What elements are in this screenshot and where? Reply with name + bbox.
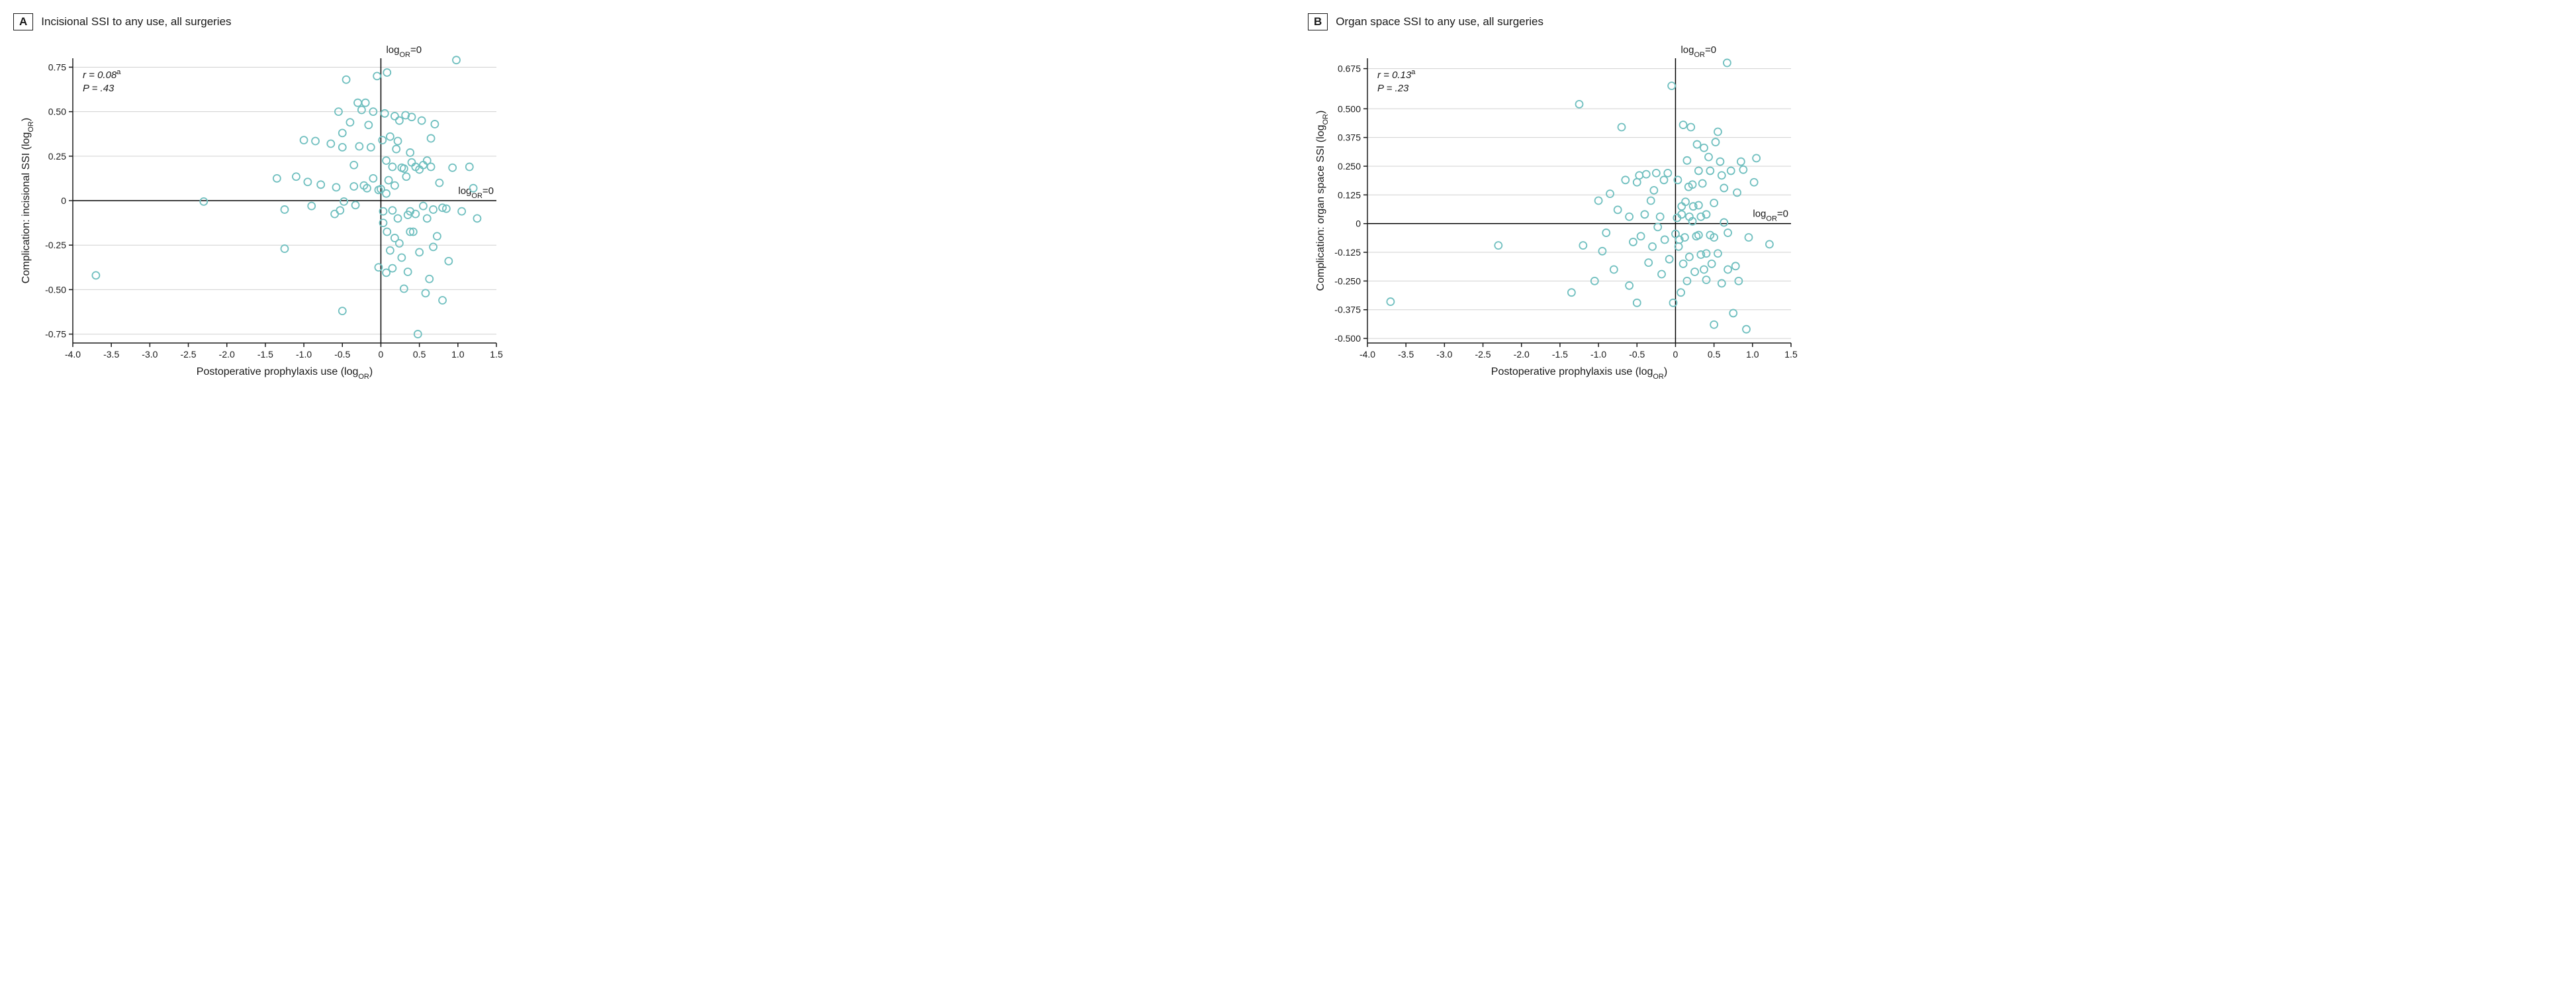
svg-text:1.5: 1.5 <box>1784 349 1798 360</box>
svg-text:-0.5: -0.5 <box>1629 349 1645 360</box>
svg-text:logOR=0: logOR=0 <box>458 185 494 200</box>
svg-text:logOR=0: logOR=0 <box>386 44 422 59</box>
svg-text:r = 0.13a: r = 0.13a <box>1377 68 1416 81</box>
svg-text:0.75: 0.75 <box>48 62 66 72</box>
svg-text:-0.250: -0.250 <box>1334 275 1361 286</box>
svg-text:Postoperative prophylaxis use: Postoperative prophylaxis use (logOR) <box>197 366 373 381</box>
svg-text:-3.5: -3.5 <box>1398 349 1414 360</box>
svg-text:0.125: 0.125 <box>1338 189 1361 200</box>
chart-b-container: -4.0 -3.5 -3.0 -2.5 -2.0 -1.5 -1.0 -0.5 0 0.5 1.0 1… <box>1308 38 2563 396</box>
svg-text:0: 0 <box>1673 349 1679 360</box>
svg-text:-1.0: -1.0 <box>296 349 312 360</box>
svg-text:P = .43: P = .43 <box>83 83 115 94</box>
svg-text:0: 0 <box>61 195 66 206</box>
figure-wrap: A Incisional SSI to any use, all surgeri… <box>13 13 2563 396</box>
panel-b-letter: B <box>1308 13 1328 30</box>
svg-text:-0.125: -0.125 <box>1334 247 1361 258</box>
svg-text:-1.5: -1.5 <box>1552 349 1568 360</box>
svg-text:P = .23: P = .23 <box>1377 83 1409 94</box>
svg-text:Complication: incisional SSI (: Complication: incisional SSI (logOR) <box>21 118 35 283</box>
svg-text:-0.50: -0.50 <box>45 284 66 295</box>
panel-b-header: B Organ space SSI to any use, all surger… <box>1308 13 2563 30</box>
svg-text:1.0: 1.0 <box>1746 349 1759 360</box>
svg-text:0: 0 <box>379 349 384 360</box>
svg-text:0.5: 0.5 <box>1708 349 1721 360</box>
svg-text:-0.375: -0.375 <box>1334 305 1361 315</box>
panel-a-header: A Incisional SSI to any use, all surgeri… <box>13 13 1268 30</box>
svg-text:-4.0: -4.0 <box>65 349 81 360</box>
svg-text:-2.0: -2.0 <box>1514 349 1530 360</box>
panel-a: A Incisional SSI to any use, all surgeri… <box>13 13 1268 396</box>
chart-a-svg: -4.0-3.5-3.0-2.5-2.0-1.5-1.0-0.500.51.01… <box>13 38 516 396</box>
panel-b-title: Organ space SSI to any use, all surgerie… <box>1336 15 1543 28</box>
svg-text:1.0: 1.0 <box>451 349 465 360</box>
svg-text:-2.5: -2.5 <box>180 349 196 360</box>
svg-text:1.5: 1.5 <box>490 349 503 360</box>
svg-text:0.5: 0.5 <box>413 349 426 360</box>
svg-text:0.25: 0.25 <box>48 151 66 162</box>
svg-text:-2.0: -2.0 <box>219 349 235 360</box>
panel-b: B Organ space SSI to any use, all surger… <box>1308 13 2563 396</box>
svg-text:0.375: 0.375 <box>1338 132 1361 143</box>
svg-text:0: 0 <box>1356 219 1361 229</box>
svg-text:Postoperative prophylaxis use: Postoperative prophylaxis use (logOR) <box>1491 366 1667 381</box>
chart-a-container: -4.0-3.5-3.0-2.5-2.0-1.5-1.0-0.500.51.01… <box>13 38 1268 396</box>
panel-a-letter: A <box>13 13 33 30</box>
svg-text:-1.0: -1.0 <box>1590 349 1606 360</box>
svg-text:-2.5: -2.5 <box>1475 349 1491 360</box>
svg-text:0.675: 0.675 <box>1338 64 1361 74</box>
svg-text:0.500: 0.500 <box>1338 103 1361 114</box>
svg-text:r = 0.08a: r = 0.08a <box>83 68 121 81</box>
svg-text:-0.5: -0.5 <box>334 349 350 360</box>
svg-text:-4.0: -4.0 <box>1359 349 1375 360</box>
svg-text:-3.5: -3.5 <box>103 349 119 360</box>
svg-text:-3.0: -3.0 <box>1436 349 1452 360</box>
svg-text:0.250: 0.250 <box>1338 161 1361 172</box>
panel-a-title: Incisional SSI to any use, all surgeries <box>41 15 231 28</box>
chart-b-svg: -4.0 -3.5 -3.0 -2.5 -2.0 -1.5 -1.0 -0.5 0 0.5 1.0 1… <box>1308 38 1811 396</box>
svg-text:-0.500: -0.500 <box>1334 333 1361 344</box>
svg-text:-0.75: -0.75 <box>45 329 66 340</box>
svg-text:logOR=0: logOR=0 <box>1680 44 1716 59</box>
svg-text:-3.0: -3.0 <box>142 349 158 360</box>
svg-text:-0.25: -0.25 <box>45 240 66 250</box>
svg-text:-1.5: -1.5 <box>257 349 273 360</box>
svg-text:logOR=0: logOR=0 <box>1753 209 1788 223</box>
svg-text:0.50: 0.50 <box>48 107 66 117</box>
svg-text:Complication: organ space SSI: Complication: organ space SSI (logOR) <box>1315 111 1330 291</box>
